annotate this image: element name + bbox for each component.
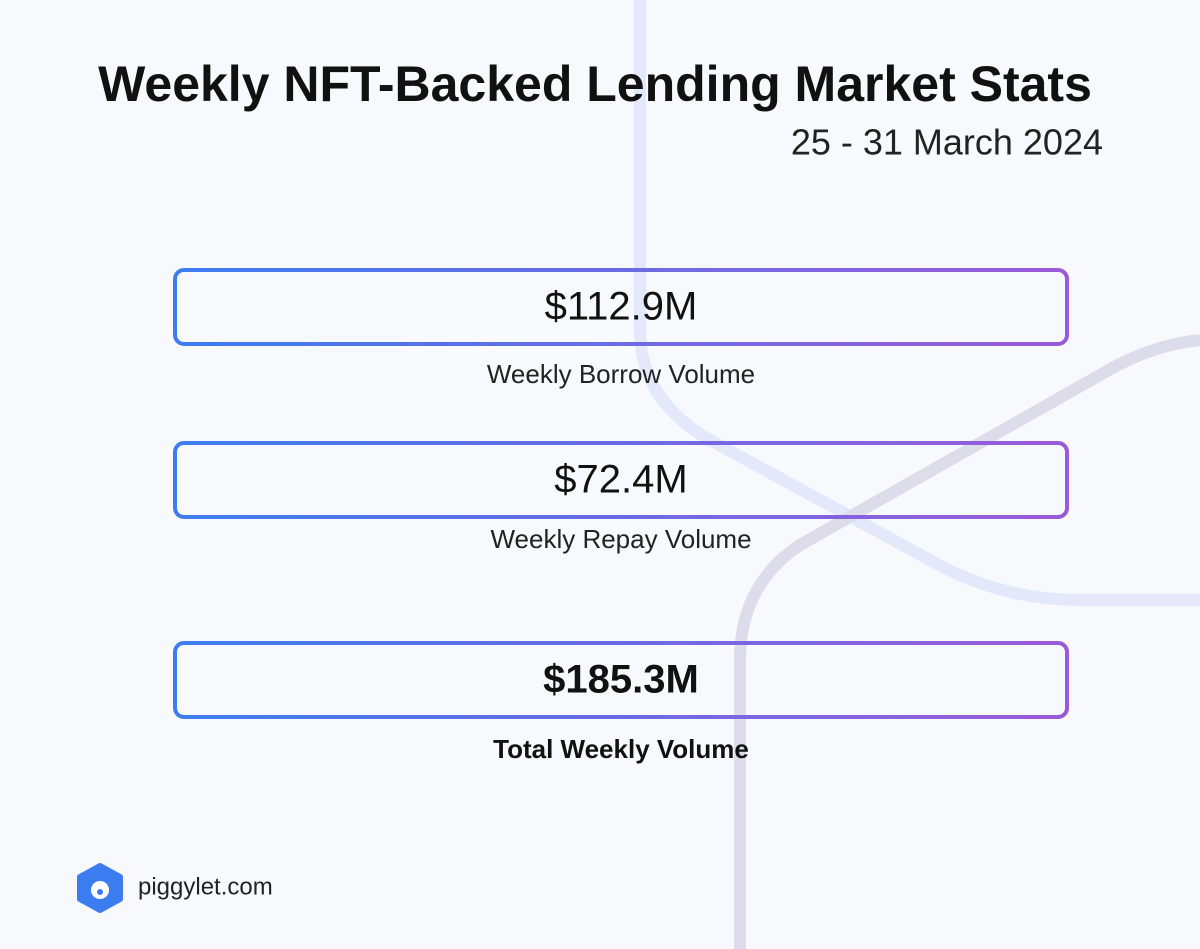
stat-label: Weekly Repay Volume: [490, 524, 751, 554]
stat-label: Weekly Borrow Volume: [487, 359, 755, 389]
date: 25 - 31 March 2024: [791, 122, 1103, 163]
stats: $112.9M Weekly Borrow Volume $72.4M Weekly …: [173, 268, 1069, 764]
decor-curve: [734, 334, 1200, 949]
logo: [77, 863, 123, 913]
decor-curve: [634, 0, 1200, 606]
brand: piggylet.com: [138, 873, 273, 900]
stat-value: $72.4M: [554, 458, 687, 502]
stat-value: $185.3M: [543, 658, 699, 702]
stat-value: $112.9M: [545, 285, 698, 329]
stat-box: [173, 268, 1069, 346]
stat-label: Total Weekly Volume: [493, 734, 749, 764]
stat-box: [173, 641, 1069, 719]
logo-icon: [97, 889, 103, 895]
title: Weekly NFT-Backed Lending Market Stats: [98, 56, 1092, 112]
stat-box: [173, 441, 1069, 519]
